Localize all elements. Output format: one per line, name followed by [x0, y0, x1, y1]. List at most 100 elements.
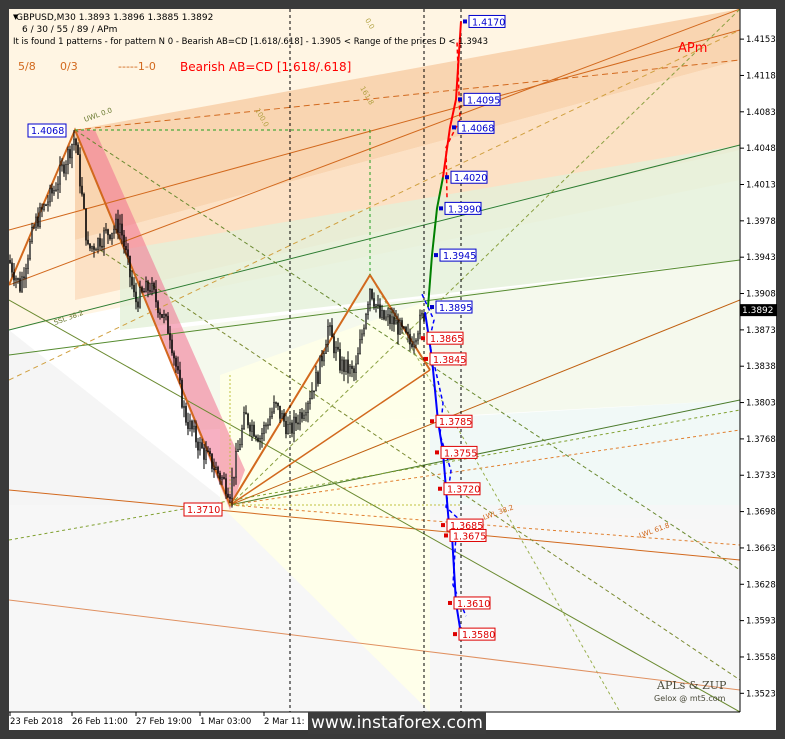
pivot-high-box: 1.4068 [27, 123, 67, 138]
candle-body [193, 425, 195, 430]
candle-body [155, 289, 157, 303]
candle-body [127, 249, 129, 257]
candle-body [287, 424, 289, 435]
candle-body [337, 346, 339, 350]
candle-body [143, 290, 145, 293]
candle-body [69, 149, 71, 159]
candle-body [97, 238, 99, 250]
candle-body [209, 451, 211, 455]
candle-body [331, 325, 333, 338]
candle-body [219, 472, 221, 480]
candle-body [325, 344, 327, 354]
candles [9, 130, 425, 508]
candle-body [347, 359, 349, 374]
candle-body [273, 402, 275, 413]
candle-body [247, 413, 249, 426]
svg-text:1.3785: 1.3785 [439, 417, 472, 428]
candle-body [157, 301, 159, 314]
y-tick-label: 1.3768 [746, 435, 776, 445]
candle-body [371, 288, 373, 299]
candle-body [53, 190, 55, 194]
candle-body [55, 189, 57, 192]
y-tick-label: 1.3943 [746, 253, 776, 263]
candle-body [405, 326, 407, 333]
up-target-box: 1.3990 [439, 201, 482, 215]
candle-body [349, 365, 351, 374]
svg-text:1.4068: 1.4068 [461, 123, 494, 134]
candle-body [407, 331, 409, 335]
candle-body [381, 310, 383, 318]
candle-body [113, 228, 115, 234]
candle-body [145, 281, 147, 293]
candle-body [257, 437, 259, 442]
zone-grey [9, 330, 230, 505]
candle-body [323, 353, 325, 362]
candle-body [227, 493, 229, 498]
candle-body [361, 333, 363, 341]
candle-body [225, 478, 227, 495]
candle-body [149, 290, 151, 292]
candle-body [63, 164, 65, 174]
credit-title: APLs & ZUP [656, 679, 727, 692]
zone-orange-1 [75, 9, 740, 240]
candle-body [271, 411, 273, 418]
down-target-box: 1.3755 [435, 445, 478, 459]
candle-body [275, 402, 277, 404]
red-projection-alt [445, 41, 461, 198]
candle-body [117, 218, 119, 233]
candle-body [241, 428, 243, 445]
down-target-box: 1.3720 [438, 482, 481, 496]
candle-body [401, 320, 403, 328]
candle-body [201, 442, 203, 449]
candle-body [379, 304, 381, 318]
svg-text:1.3945: 1.3945 [443, 251, 476, 262]
candle-body [359, 339, 361, 354]
candle-body [421, 313, 423, 316]
candle-body [233, 476, 235, 479]
svg-text:1.3865: 1.3865 [430, 334, 463, 345]
last-price-box [740, 304, 777, 317]
collapse-triangle-icon[interactable]: ▼ [13, 13, 19, 21]
candle-body [167, 315, 169, 334]
down-target-box: 1.3580 [453, 627, 496, 641]
candle-body [265, 424, 267, 427]
candle-body [419, 314, 421, 335]
candle-body [373, 298, 375, 307]
candle-body [213, 468, 215, 470]
fib-0-3-label: 0/3 [60, 60, 78, 73]
price-axis [740, 9, 776, 712]
candle-body [43, 204, 45, 210]
candle-body [83, 193, 85, 209]
candle-body [299, 412, 301, 425]
up-target-box: 1.4095 [458, 92, 501, 106]
candle-body [263, 425, 265, 434]
down-target-box: 1.3785 [430, 414, 473, 428]
candle-body [15, 278, 17, 281]
svg-text:1.4095: 1.4095 [467, 95, 500, 106]
candle-body [393, 316, 395, 325]
candle-body [245, 412, 247, 415]
y-tick-label: 1.3873 [746, 326, 776, 336]
candle-body [305, 412, 307, 416]
candle-body [261, 433, 263, 439]
pattern-line: It is found 1 patterns - for pattern N 0… [13, 37, 488, 47]
candle-body [311, 390, 313, 399]
candle-body [153, 283, 155, 290]
y-tick-label: 1.3838 [746, 362, 776, 372]
candle-body [411, 343, 413, 348]
apm-label: APm [678, 41, 707, 56]
candle-body [29, 241, 31, 260]
svg-text:1.3580: 1.3580 [462, 630, 495, 641]
candle-body [93, 246, 95, 250]
candle-body [387, 314, 389, 318]
svg-text:1.3845: 1.3845 [433, 355, 466, 366]
candle-body [13, 271, 15, 281]
candle-body [191, 420, 193, 430]
candle-body [161, 313, 163, 318]
svg-text:1.4068: 1.4068 [31, 126, 64, 137]
candle-body [251, 424, 253, 432]
candle-body [105, 229, 107, 232]
candle-body [177, 366, 179, 371]
candle-body [135, 291, 137, 303]
